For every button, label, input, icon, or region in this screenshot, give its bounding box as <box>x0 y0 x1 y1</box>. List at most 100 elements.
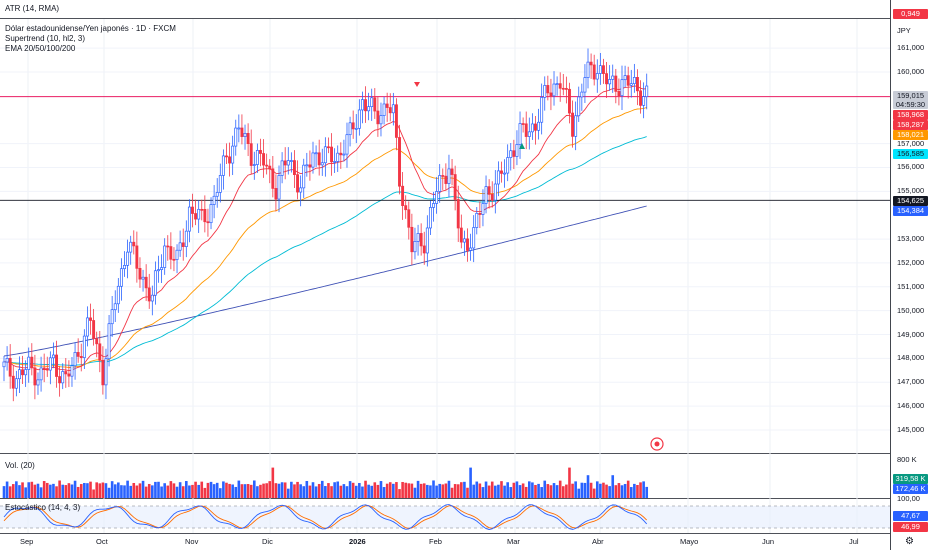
volume-bar <box>39 487 43 498</box>
candle-body <box>342 153 346 156</box>
volume-bar <box>83 482 86 498</box>
volume-bar <box>280 482 284 498</box>
ema200-tag: 154,384 <box>893 206 928 216</box>
volume-bar <box>157 481 160 498</box>
candle-body <box>642 96 646 106</box>
volume-bar <box>45 482 49 498</box>
candle-body <box>5 357 9 363</box>
gear-icon[interactable]: ⚙ <box>905 536 914 547</box>
volume-bar <box>580 482 584 498</box>
stoch-k-line <box>3 504 648 530</box>
candle-body <box>577 96 581 117</box>
candle-body <box>478 212 482 215</box>
candle-body <box>206 221 210 224</box>
candle-body <box>583 77 587 93</box>
candle-body <box>466 238 469 251</box>
last-price-tag: 159,015 04:59:30 <box>893 91 928 109</box>
time-tick-label: 2026 <box>349 537 366 546</box>
candle-body <box>330 146 333 163</box>
volume-bar <box>181 486 185 498</box>
volume-bar <box>27 482 31 498</box>
price-tick-label: 157,000 <box>897 138 925 148</box>
volume-bar <box>376 484 380 498</box>
candle-body <box>64 371 68 375</box>
last-price: 159,015 <box>896 91 925 100</box>
volume-bar <box>345 486 349 498</box>
volume-bar <box>252 480 256 498</box>
volume-bar <box>113 484 117 498</box>
volume-bar <box>370 485 374 498</box>
volume-bar <box>521 483 525 498</box>
volume-bar <box>531 482 534 498</box>
volume-bar <box>317 483 321 498</box>
candle-body <box>407 209 411 228</box>
volume-bar <box>475 481 479 498</box>
volume-bar <box>552 483 556 498</box>
price-tick-label: 161,000 <box>897 43 925 53</box>
candle-body <box>435 191 439 204</box>
volume-bar <box>314 486 318 498</box>
volume-bar <box>574 481 577 498</box>
candle-body <box>308 164 312 168</box>
ema200-line <box>3 205 647 357</box>
volume-label[interactable]: Vol. (20) <box>5 461 35 470</box>
volume-bar <box>231 484 234 498</box>
candle-body <box>163 245 167 268</box>
candle-body <box>126 251 130 266</box>
volume-bar <box>611 475 615 498</box>
price-tick-label: 160,000 <box>897 67 925 76</box>
candle-body <box>271 168 275 189</box>
volume-bar <box>123 485 126 498</box>
candle-body <box>580 91 584 98</box>
candle-body <box>364 99 367 112</box>
candle-body <box>104 358 108 386</box>
volume-bar <box>203 487 207 498</box>
volume-bar <box>98 483 102 498</box>
volume-bar <box>107 487 111 498</box>
volume-bar <box>55 486 58 498</box>
candle-body <box>268 165 272 170</box>
candle-body <box>215 192 219 197</box>
candle-body <box>289 160 293 162</box>
ema-label[interactable]: EMA 20/50/100/200 <box>5 44 76 53</box>
time-tick-label: Sep <box>20 537 34 546</box>
volume-bar <box>33 484 37 498</box>
volume-bar <box>11 484 15 498</box>
price-tick-label: 149,000 <box>897 329 925 339</box>
volume-bar <box>172 483 176 498</box>
volume-bar <box>151 485 154 498</box>
volume-bar <box>404 482 407 498</box>
candle-body <box>181 242 185 247</box>
candle-body <box>184 230 188 247</box>
volume-bar <box>135 485 139 498</box>
time-tick-label: Dic <box>262 537 273 546</box>
candle-body <box>336 152 340 162</box>
candle-body <box>388 107 392 114</box>
candle-body <box>487 186 491 195</box>
volume-bar <box>484 481 488 498</box>
volume-bar <box>453 484 457 498</box>
price-tick-label: 148,000 <box>897 353 925 363</box>
candle-body <box>296 174 300 193</box>
candle-body <box>639 90 642 106</box>
candle-body <box>534 123 537 131</box>
supertrend-tag: 158,968 <box>893 110 928 120</box>
candle-body <box>36 379 40 386</box>
candle-body <box>645 85 649 97</box>
symbol-title[interactable]: Dólar estadounidense/Yen japonés · 1D · … <box>5 24 176 33</box>
volume-bar <box>599 483 602 498</box>
candle-body <box>82 335 86 358</box>
candle-body <box>92 320 96 339</box>
supertrend-label[interactable]: Supertrend (10, hl2, 3) <box>5 34 86 43</box>
volume-bar <box>89 481 92 498</box>
candle-body <box>234 127 238 147</box>
stochastic-label[interactable]: Estocástico (14, 4, 3) <box>5 503 81 512</box>
candle-body <box>187 206 191 232</box>
candle-body <box>172 258 176 261</box>
volume-bar <box>324 486 327 498</box>
volume-bar <box>154 481 157 498</box>
volume-bar <box>228 483 231 498</box>
volume-bar <box>385 483 389 498</box>
volume-bar <box>191 484 194 498</box>
